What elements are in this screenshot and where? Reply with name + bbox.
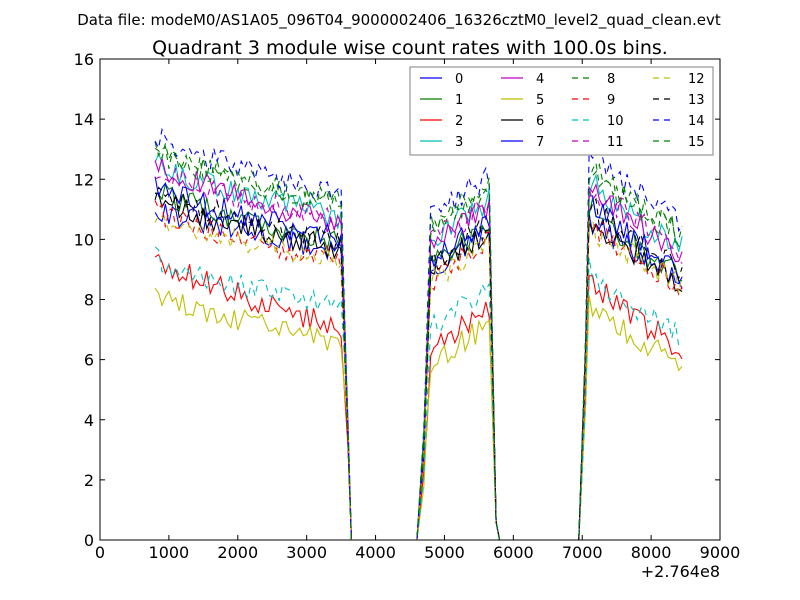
y-tick-label: 0 xyxy=(84,531,94,550)
series-line-1 xyxy=(154,182,683,541)
x-tick-label: 5000 xyxy=(424,543,465,562)
x-tick-label: 1000 xyxy=(149,543,190,562)
series-layer xyxy=(154,127,683,541)
series-line-2 xyxy=(154,253,683,541)
x-tick-label: 3000 xyxy=(286,543,327,562)
series-line-0 xyxy=(154,203,683,541)
legend-label-8: 8 xyxy=(607,72,615,87)
y-tick-label: 4 xyxy=(84,411,94,430)
series-line-12 xyxy=(154,214,683,541)
legend-label-4: 4 xyxy=(536,72,544,87)
legend-label-10: 10 xyxy=(607,114,624,129)
x-tick-label: 2000 xyxy=(217,543,258,562)
legend-label-13: 13 xyxy=(688,93,705,108)
legend-label-2: 2 xyxy=(455,114,463,129)
legend-label-3: 3 xyxy=(455,135,463,150)
y-tick-label: 16 xyxy=(74,50,94,69)
legend-label-5: 5 xyxy=(536,93,544,108)
x-tick-label: 8000 xyxy=(631,543,672,562)
axes: 0 1000 2000 3000 4000 5000 6000 7000 8000 9000 0 2 4… xyxy=(74,50,741,562)
series-line-4 xyxy=(154,158,683,541)
y-tick-label: 14 xyxy=(74,110,94,129)
legend-box xyxy=(409,66,714,156)
figure-suptitle: Data file: modeM0/AS1A05_096T04_90000024… xyxy=(77,11,721,30)
series-line-5 xyxy=(154,287,683,541)
y-tick-label: 10 xyxy=(74,230,94,249)
x-tick-label: 6000 xyxy=(493,543,534,562)
legend-label-15: 15 xyxy=(688,135,705,150)
chart-title: Quadrant 3 module wise count rates with … xyxy=(152,37,668,59)
legend-label-7: 7 xyxy=(536,135,544,150)
legend-label-0: 0 xyxy=(455,72,463,87)
series-line-15 xyxy=(154,143,683,541)
x-tick-label: 0 xyxy=(95,543,105,562)
x-tick-label: 7000 xyxy=(562,543,603,562)
y-tick-label: 6 xyxy=(84,351,94,370)
y-tick-label: 12 xyxy=(74,170,94,189)
legend-label-6: 6 xyxy=(536,114,544,129)
legend-label-14: 14 xyxy=(688,114,705,129)
x-tick-label: 9000 xyxy=(700,543,741,562)
legend-label-11: 11 xyxy=(607,135,624,150)
y-tick-label: 2 xyxy=(84,471,94,490)
series-line-13 xyxy=(154,186,683,541)
series-line-9 xyxy=(154,200,683,541)
series-line-10 xyxy=(154,246,683,541)
series-line-6 xyxy=(155,192,683,541)
x-offset-label: +2.764e8 xyxy=(641,562,720,581)
y-tick-label: 8 xyxy=(84,291,94,310)
legend-label-12: 12 xyxy=(688,72,705,87)
x-tick-label: 4000 xyxy=(355,543,396,562)
legend-label-1: 1 xyxy=(455,93,463,108)
series-line-14 xyxy=(154,127,683,541)
legend-label-9: 9 xyxy=(607,93,615,108)
